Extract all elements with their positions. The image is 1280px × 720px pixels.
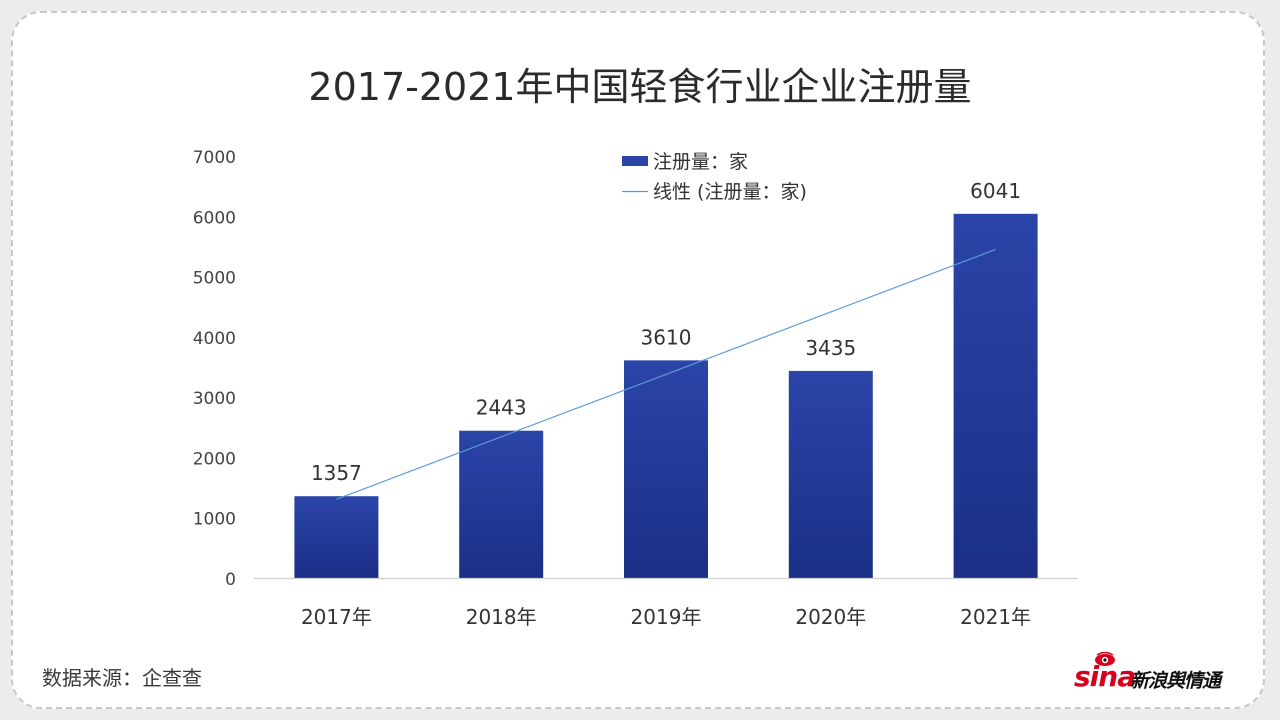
bar-series — [294, 213, 1038, 578]
y-tick-label: 6000 — [193, 208, 236, 228]
data-label: 6041 — [970, 179, 1021, 203]
bar-2019年 — [624, 360, 708, 578]
legend-label-trendline: 线性 (注册量：家) — [653, 181, 807, 203]
x-tick-label: 2018年 — [466, 605, 537, 629]
data-label: 3435 — [805, 336, 856, 360]
data-source: 数据来源：企查查 — [42, 666, 202, 690]
y-tick-label: 7000 — [193, 148, 236, 168]
logo-brand-cn: 新浪舆情通 — [1130, 670, 1221, 692]
y-axis: 0 1000 2000 3000 4000 5000 6000 7000 — [193, 148, 236, 590]
trendline — [336, 248, 996, 500]
trendline-layer — [336, 248, 996, 500]
y-tick-label: 3000 — [193, 389, 236, 409]
y-tick-label: 0 — [225, 570, 236, 590]
y-tick-label: 2000 — [193, 449, 236, 469]
x-tick-label: 2020年 — [795, 605, 866, 629]
x-tick-label: 2017年 — [301, 605, 372, 629]
x-tick-label: 2019年 — [631, 605, 702, 629]
y-tick-label: 1000 — [193, 510, 236, 530]
bar-2018年 — [459, 430, 544, 578]
x-axis: 2017年 2018年 2019年 2020年 2021年 — [254, 577, 1078, 629]
x-tick-label: 2021年 — [960, 605, 1031, 629]
logo-brand: sina — [1074, 660, 1136, 693]
chart-title: 2017-2021年中国轻食行业企业注册量 — [308, 65, 972, 109]
data-label: 2443 — [476, 396, 527, 420]
y-tick-label: 4000 — [193, 329, 236, 349]
y-tick-label: 5000 — [193, 269, 236, 289]
bar-2021年 — [953, 213, 1038, 578]
legend-label-bar: 注册量：家 — [653, 151, 748, 173]
bar-2020年 — [788, 370, 873, 578]
data-label: 1357 — [311, 461, 362, 485]
data-labels: 1357 2443 3610 3435 6041 — [311, 179, 1021, 485]
legend: 注册量：家线性 (注册量：家) — [622, 151, 807, 203]
legend-swatch-bar — [622, 156, 648, 166]
sina-logo: sina 新浪舆情通 — [1074, 652, 1244, 696]
chart-card — [11, 11, 1265, 709]
data-label: 3610 — [641, 325, 692, 349]
bar-2017年 — [294, 496, 379, 578]
eye-icon — [1095, 652, 1115, 666]
